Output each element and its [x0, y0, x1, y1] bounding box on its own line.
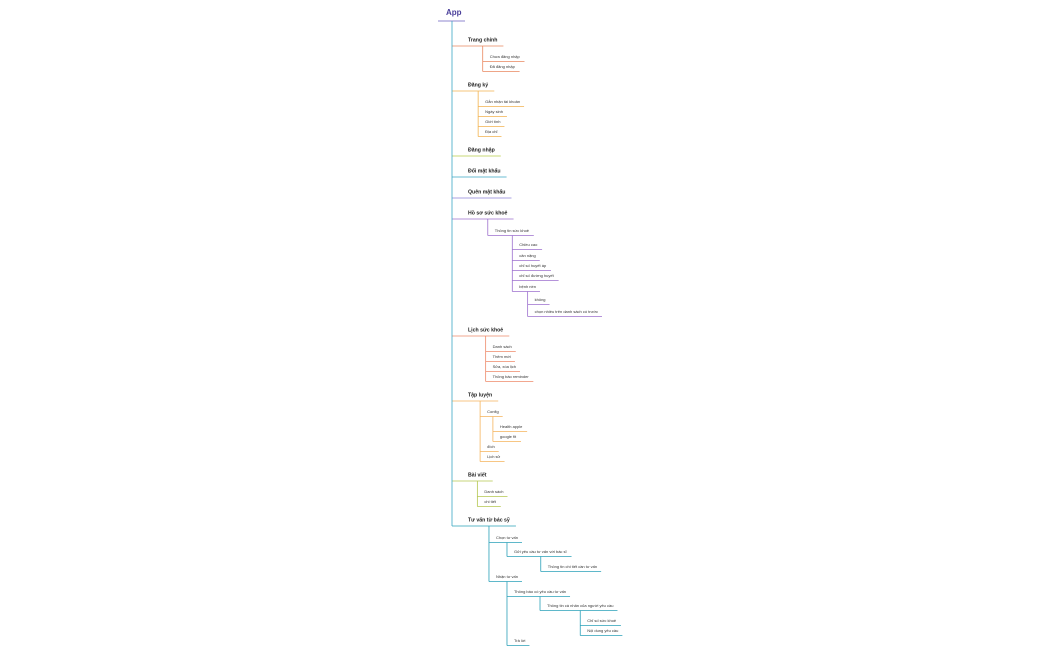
node-label: chi tiết	[484, 499, 496, 504]
node-label: Trả lời	[514, 638, 525, 643]
node-label: Thông báo có yêu cầu tư vấn	[514, 589, 566, 594]
branch-label: Hồ sơ sức khoẻ	[468, 210, 508, 216]
node-label: Thông tin cá nhân của người yêu cầu	[547, 603, 613, 608]
node-label: Lịch sử	[487, 454, 500, 459]
node-label: google fit	[500, 434, 517, 439]
node-label: Thông tin sức khoẻ	[495, 228, 530, 233]
node-label: Địa chỉ	[485, 129, 497, 134]
node-label: Nội dung yêu cầu	[587, 628, 618, 633]
node-label: Chiều cao	[519, 242, 538, 247]
node-label: Ngày sinh	[485, 109, 503, 114]
node-label: không	[535, 297, 546, 302]
node-label: chỉ số huyết áp	[519, 263, 547, 268]
node-label: Giới tính	[485, 119, 500, 124]
branch-label: Đăng nhập	[468, 147, 495, 153]
node-label: Danh sách	[493, 344, 512, 349]
node-label: Thông tin chi tiết cần tư vấn	[548, 564, 597, 569]
branch-label: Tư vấn từ bác sỹ	[468, 516, 510, 523]
branch-label: Bài viết	[468, 471, 487, 478]
branch-label: Đổi mật khẩu	[468, 167, 501, 174]
node-label: chỉ số đường huyết	[519, 273, 554, 278]
node-label: Chọn tư vấn	[496, 535, 518, 540]
branch-label: Quên mật khẩu	[468, 188, 505, 195]
node-label: Gửi yêu cầu tư vấn với bác sĩ	[514, 549, 568, 554]
branch-label: Tập luyện	[468, 392, 492, 398]
node-label: cân nặng	[519, 253, 535, 258]
node-label: Thêm mới	[493, 354, 511, 359]
node-label: bệnh nền	[519, 284, 536, 289]
node-label: Config	[487, 409, 499, 414]
branch-label: Trang chính	[468, 37, 497, 43]
node-label: Sửa, xóa lịch	[493, 364, 516, 369]
node-label: Chưa đăng nhập	[490, 54, 521, 59]
node-label: Chỉ số sức khoẻ	[587, 618, 617, 623]
node-label: Health apple	[500, 424, 523, 429]
root-label: App	[446, 8, 462, 17]
node-label: Gắn nhận tài khoản	[485, 99, 520, 104]
branch-label: Lịch sức khoẻ	[468, 327, 503, 333]
node-label: Thông báo reminder	[493, 374, 530, 379]
node-label: Đã đăng nhập	[490, 64, 516, 69]
node-label: Danh sách	[484, 489, 503, 494]
node-label: chọn nhiều trên danh sách có trước	[535, 309, 598, 314]
branch-label: Đăng ký	[468, 82, 488, 88]
node-label: Nhận tư vấn	[496, 574, 518, 579]
node-label: đích	[487, 444, 495, 449]
